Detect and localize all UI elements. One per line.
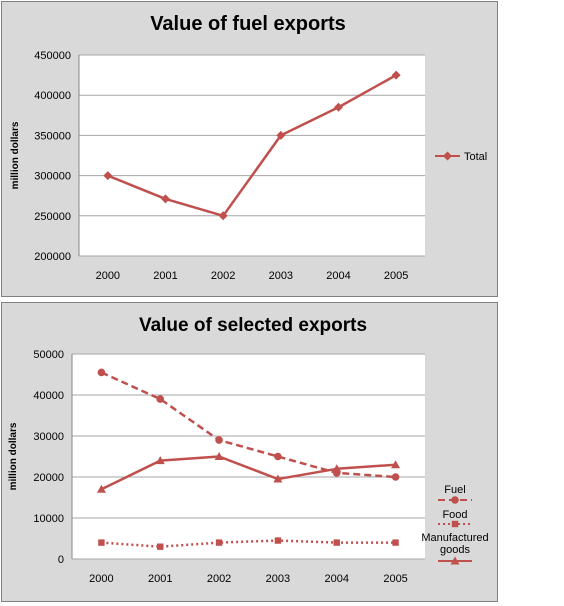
y-axis-title: million dollars: [10, 121, 21, 189]
data-point: [155, 456, 165, 465]
fuel-exports-chart: Value of fuel exports 200000 250000 300000 3…: [10, 13, 487, 282]
data-point: [391, 460, 401, 469]
data-point: [332, 464, 342, 473]
data-point: [392, 539, 399, 546]
series-food: [98, 537, 399, 550]
data-point: [218, 211, 228, 221]
x-tick-label: 2001: [148, 573, 172, 585]
x-tick-label: 2004: [325, 573, 349, 585]
legend-item-total: Total: [435, 151, 487, 163]
x-tick-label: 2002: [207, 573, 231, 585]
x-tick-label: 2003: [266, 573, 290, 585]
y-tick-label: 200000: [34, 251, 71, 263]
series-total: [103, 70, 401, 221]
data-point: [334, 102, 343, 112]
series-line-total: [107, 74, 397, 218]
x-tick-label: 2004: [326, 270, 350, 282]
data-point: [273, 474, 283, 483]
data-point: [97, 368, 106, 377]
data-point: [156, 395, 165, 403]
series-line-fuel: [100, 371, 396, 479]
y-tick-label: 50000: [33, 349, 64, 361]
y-tick-label: 300000: [34, 171, 71, 183]
y-tick-label: 20000: [33, 472, 64, 484]
series-manufactured-goods: [96, 452, 401, 493]
x-tick-label: 2000: [96, 270, 120, 282]
legend-label: goods: [440, 544, 470, 556]
data-point: [391, 70, 401, 80]
data-point: [333, 539, 340, 546]
legend-marker: [450, 556, 460, 565]
data-point: [391, 473, 400, 481]
series-line-manufactured-goods: [100, 455, 396, 491]
y-tick-label: 250000: [34, 211, 71, 223]
legend-marker: [451, 520, 459, 528]
y-tick-label: 10000: [33, 513, 64, 525]
data-point: [103, 171, 113, 181]
data-point: [157, 543, 164, 550]
legend-label: Manufactured: [421, 532, 488, 544]
x-tick-label: 2000: [89, 573, 113, 585]
x-tick-label: 2005: [384, 270, 408, 282]
plot-area: [79, 55, 425, 256]
legend-marker: [443, 151, 452, 161]
data-point: [214, 452, 224, 460]
plot-area: [72, 354, 425, 559]
selected-exports-chart-panel: Value of selected exports 0 10000 20000 3000…: [1, 302, 498, 602]
y-tick-label: 450000: [34, 50, 71, 62]
data-point: [96, 484, 106, 493]
chart-title: Value of fuel exports: [150, 13, 346, 35]
x-tick-label: 2002: [211, 270, 235, 282]
x-tick-label: 2005: [383, 573, 407, 585]
legend-item-fuel: Fuel: [438, 484, 472, 504]
y-tick-label: 40000: [33, 390, 64, 402]
y-tick-label: 30000: [33, 431, 64, 443]
data-point: [215, 539, 223, 546]
selected-exports-chart: Value of selected exports 0 10000 20000 3000…: [8, 315, 489, 585]
x-tick-label: 2001: [153, 270, 177, 282]
data-point: [98, 539, 105, 546]
series-fuel: [97, 368, 400, 481]
y-tick-label: 350000: [34, 130, 71, 142]
data-point: [274, 537, 282, 544]
y-tick-label: 400000: [34, 90, 71, 102]
fuel-exports-chart-panel: Value of fuel exports 200000 250000 300000 3…: [1, 1, 498, 297]
legend-item-food: Food: [438, 509, 472, 528]
series-line-food: [101, 539, 396, 548]
data-point: [161, 194, 170, 204]
legend-marker: [451, 496, 459, 504]
y-tick-label: 0: [58, 554, 64, 566]
data-point: [276, 130, 286, 140]
legend-label: Total: [464, 151, 487, 163]
legend-label: Fuel: [444, 484, 465, 496]
legend-label: Food: [442, 509, 467, 521]
y-axis-title: million dollars: [8, 422, 19, 490]
x-tick-label: 2003: [269, 270, 293, 282]
data-point: [215, 436, 223, 444]
chart-title: Value of selected exports: [139, 315, 367, 336]
data-point: [274, 452, 282, 461]
